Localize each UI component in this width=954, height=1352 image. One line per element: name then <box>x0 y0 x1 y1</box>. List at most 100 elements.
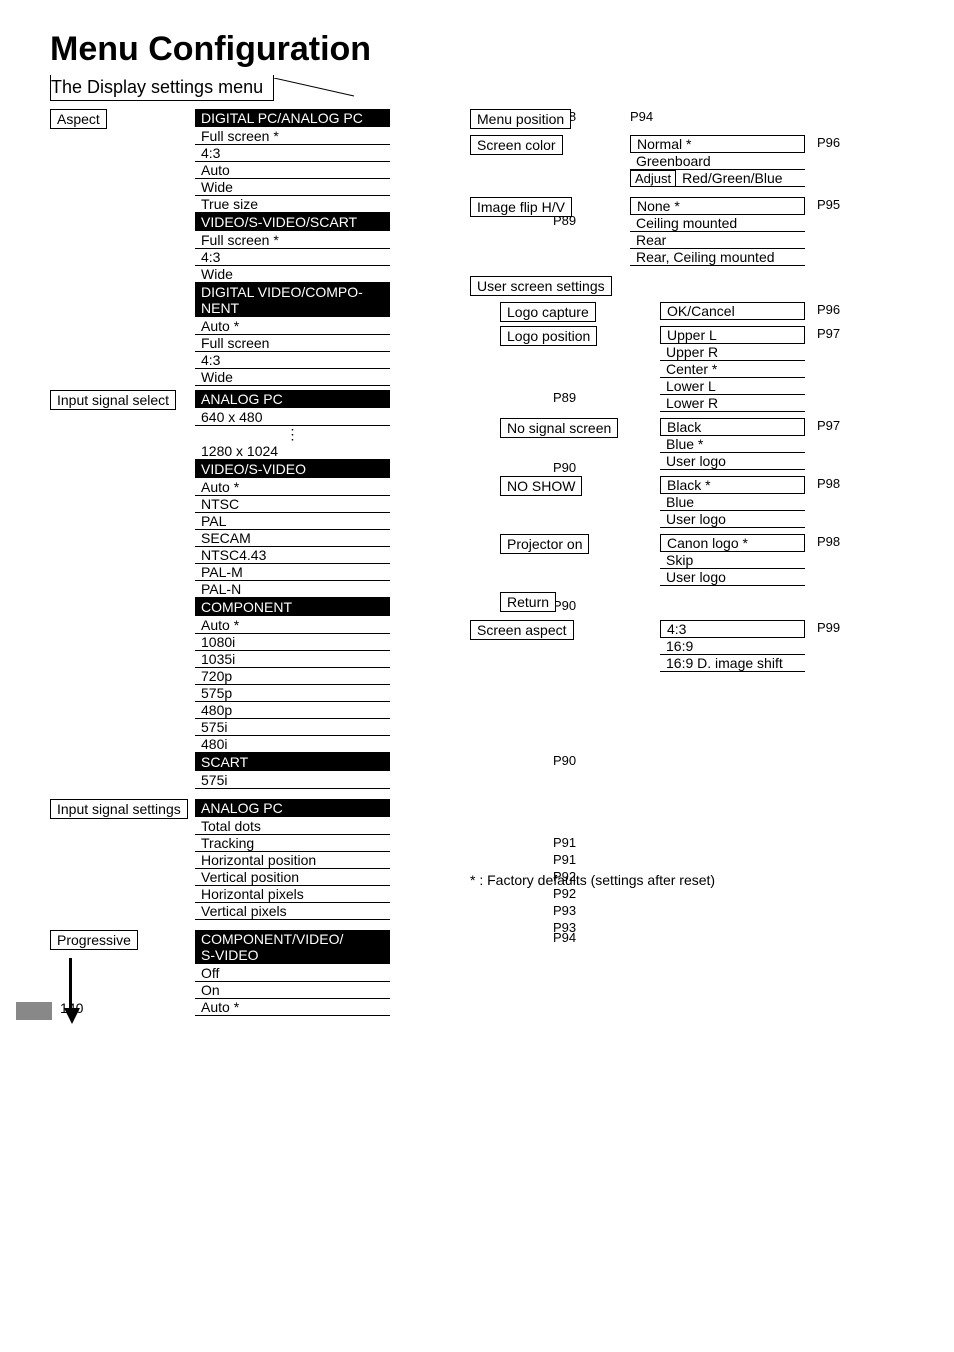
page-tab-icon <box>16 1002 52 1020</box>
footnote: * : Factory defaults (settings after res… <box>470 872 870 888</box>
opt: Tracking <box>195 835 390 852</box>
menu-position-label: Menu position <box>470 109 571 129</box>
opt: 575p <box>195 685 390 702</box>
opt: Full screen * <box>195 128 390 145</box>
no-show-label: NO SHOW <box>500 476 582 496</box>
opt: Auto * <box>195 479 390 496</box>
opt: None * <box>630 197 805 215</box>
is-g3-hdr: SCART <box>195 753 390 771</box>
screen-color-label: Screen color <box>470 135 563 155</box>
is-g2-hdr: COMPONENT <box>195 598 390 616</box>
aspect-g0-hdr: DIGITAL PC/ANALOG PC <box>195 109 390 127</box>
opt: Horizontal pixels <box>195 886 390 903</box>
no-signal-label: No signal screen <box>500 418 618 438</box>
projector-on-label: Projector on <box>500 534 589 554</box>
opt: 4:3 <box>195 145 390 162</box>
screen-aspect-pg: P99 <box>817 620 840 635</box>
page-number: 140 <box>60 1000 83 1016</box>
opt: Auto <box>195 162 390 179</box>
opt: True size <box>195 196 390 213</box>
opt: 640 x 480 <box>195 409 390 426</box>
adjust-val: Red/Green/Blue <box>676 170 805 187</box>
opt: 4:3 <box>195 249 390 266</box>
opt: User logo <box>660 453 805 470</box>
opt: Greenboard <box>630 153 805 170</box>
is-g1-hdr: VIDEO/S-VIDEO <box>195 460 390 478</box>
logo-position-label: Logo position <box>500 326 597 346</box>
aspect-g2-hdr: DIGITAL VIDEO/COMPO- NENT <box>195 283 390 317</box>
iss-hdr: ANALOG PC <box>195 799 390 817</box>
pg: P97 <box>817 326 840 341</box>
opt: Auto * <box>195 617 390 634</box>
section-header-row: The Display settings menu <box>50 75 904 101</box>
pg: P98 <box>817 476 840 491</box>
opt: Canon logo * <box>660 534 805 552</box>
opt: 16:9 D. image shift <box>660 655 805 672</box>
opt: Full screen <box>195 335 390 352</box>
opt: 4:3 <box>195 352 390 369</box>
pg: P96 <box>817 302 840 317</box>
opt: Horizontal position <box>195 852 390 869</box>
opt: NTSC <box>195 496 390 513</box>
opt: 1080i <box>195 634 390 651</box>
menu-position-pg: P94 <box>630 109 653 124</box>
prog-hdr: COMPONENT/VIDEO/ S-VIDEO <box>195 930 390 964</box>
opt: PAL-M <box>195 564 390 581</box>
pg: P98 <box>817 534 840 549</box>
progressive-label: Progressive <box>50 930 138 950</box>
opt: User logo <box>660 569 805 586</box>
opt: 720p <box>195 668 390 685</box>
opt: Center * <box>660 361 805 378</box>
input-settings-label: Input signal settings <box>50 799 188 819</box>
opt: NTSC4.43 <box>195 547 390 564</box>
opt: User logo <box>660 511 805 528</box>
opt: Lower R <box>660 395 805 412</box>
opt: Black * <box>660 476 805 494</box>
connector-svg <box>274 78 364 98</box>
input-select-label: Input signal select <box>50 390 176 410</box>
opt: Wide <box>195 266 390 283</box>
opt: 575i <box>195 772 390 789</box>
opt: Off <box>195 965 390 982</box>
opt: Lower L <box>660 378 805 395</box>
opt: Black <box>660 418 805 436</box>
opt: Total dots <box>195 818 390 835</box>
opt: 575i <box>195 719 390 736</box>
is-g0-hdr: ANALOG PC <box>195 390 390 408</box>
opt: Normal * <box>630 135 805 153</box>
opt: Ceiling mounted <box>630 215 805 232</box>
opt: On <box>195 982 390 999</box>
opt: Skip <box>660 552 805 569</box>
screen-color-pg: P96 <box>817 135 840 150</box>
opt: 480i <box>195 736 390 753</box>
opt: Upper L <box>660 326 805 344</box>
image-flip-pg: P95 <box>817 197 840 212</box>
aspect-label: Aspect <box>50 109 107 129</box>
opt: Rear, Ceiling mounted <box>630 249 805 266</box>
opt: Vertical pixels <box>195 903 390 920</box>
aspect-g1-hdr: VIDEO/S-VIDEO/SCART <box>195 213 390 231</box>
opt: Vertical position <box>195 869 390 886</box>
opt: OK/Cancel <box>660 302 805 320</box>
opt: 4:3 <box>660 620 805 638</box>
page-title: Menu Configuration <box>50 30 904 69</box>
opt: 480p <box>195 702 390 719</box>
opt: ⋮ <box>195 426 390 443</box>
opt: Blue * <box>660 436 805 453</box>
image-flip-label: Image flip H/V <box>470 197 572 217</box>
opt: PAL-N <box>195 581 390 598</box>
pg: P97 <box>817 418 840 433</box>
opt: SECAM <box>195 530 390 547</box>
opt: Full screen * <box>195 232 390 249</box>
return-label: Return <box>500 592 556 612</box>
opt: Auto * <box>195 318 390 335</box>
opt: Wide <box>195 179 390 196</box>
opt: PAL <box>195 513 390 530</box>
opt: Upper R <box>660 344 805 361</box>
opt: Rear <box>630 232 805 249</box>
opt: Blue <box>660 494 805 511</box>
logo-capture-label: Logo capture <box>500 302 596 322</box>
opt: 16:9 <box>660 638 805 655</box>
opt: 1035i <box>195 651 390 668</box>
opt: 1280 x 1024 <box>195 443 390 460</box>
